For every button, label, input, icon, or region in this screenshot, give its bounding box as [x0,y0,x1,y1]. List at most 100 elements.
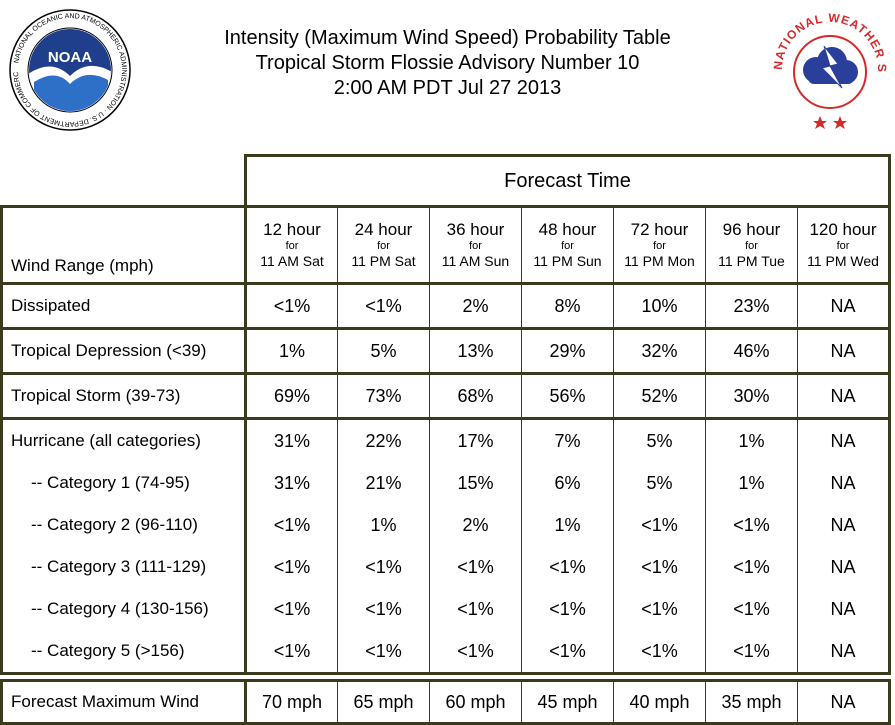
table-cell: <1% [613,504,706,546]
table-cell: <1% [521,546,614,588]
column-date: 11 PM Wed [807,253,879,269]
table-cell: 69% [245,372,338,420]
table-cell: NA [797,327,891,375]
row-label: -- Category 5 (>156) [0,630,247,675]
table-cell: 32% [613,327,706,375]
column-header: 120 hour for 11 PM Wed [797,205,891,284]
wind-range-header: Wind Range (mph) [0,205,247,285]
row-label: -- Category 2 (96-110) [0,504,247,546]
table-row: Tropical Depression (<39) 1% 5% 13% 29% 32% 46… [0,327,891,375]
table-cell: 5% [613,462,706,504]
table-cell: 68% [429,372,522,420]
title-line-2: Tropical Storm Flossie Advisory Number 1… [255,52,640,74]
table-cell: NA [797,546,891,588]
table-cell: <1% [337,630,430,675]
table-cell: 5% [337,327,430,375]
table-cell: 1% [521,504,614,546]
table-cell: <1% [613,630,706,675]
table-cell: NA [797,282,891,330]
table-cell: 1% [337,504,430,546]
column-header: 48 hour for 11 PM Sun [521,205,614,284]
row-label: -- Category 4 (130-156) [0,588,247,630]
table-cell: <1% [245,588,338,630]
column-for: for [745,240,758,252]
column-hour: 72 hour [630,220,689,239]
column-date: 11 PM Sun [533,253,602,269]
column-date: 11 AM Sun [441,253,510,269]
title-line-1: Intensity (Maximum Wind Speed) Probabili… [224,27,671,49]
table-row: -- Category 4 (130-156) <1% <1% <1% <1% <1% <1… [0,588,891,630]
table-cell: <1% [521,630,614,675]
table-cell: <1% [337,588,430,630]
table-cell: <1% [429,546,522,588]
table-cell: 17% [429,417,522,462]
table-row: -- Category 5 (>156) <1% <1% <1% <1% <1% <1% NA [0,630,891,675]
column-hour: 36 hour [446,220,505,239]
table-row: Dissipated <1% <1% 2% 8% 10% 23% NA [0,282,891,330]
max-wind-cell: NA [797,679,891,725]
table-cell: <1% [337,282,430,330]
column-hour: 24 hour [354,220,413,239]
table-cell: 15% [429,462,522,504]
table-cell: 1% [705,417,798,462]
table-cell: <1% [705,504,798,546]
table-cell: 21% [337,462,430,504]
table-cell: <1% [429,630,522,675]
page-header: NATIONAL OCEANIC AND ATMOSPHERIC ADMINIS… [0,0,895,150]
table-cell: 52% [613,372,706,420]
table-row: Tropical Storm (39-73) 69% 73% 68% 56% 52% 30%… [0,372,891,420]
table-cell: 6% [521,462,614,504]
column-header: 36 hour for 11 AM Sun [429,205,522,284]
max-wind-cell: 45 mph [521,679,614,725]
nws-logo: NATIONAL WEATHER SERVICE [768,8,890,130]
noaa-logo-text: NOAA [48,49,92,66]
table-cell: 30% [705,372,798,420]
table-cell: <1% [245,546,338,588]
table-cell: <1% [705,630,798,675]
table-cell: 2% [429,504,522,546]
max-wind-cell: 35 mph [705,679,798,725]
table-cell: 22% [337,417,430,462]
table-cell: 31% [245,462,338,504]
table-cell: <1% [429,588,522,630]
table-row: Hurricane (all categories) 31% 22% 17% 7% 5% 1… [0,417,891,462]
column-hour: 48 hour [538,220,597,239]
table-cell: 1% [245,327,338,375]
max-wind-row: Forecast Maximum Wind 70 mph 65 mph 60 mph 4… [0,679,891,725]
table-cell: <1% [705,546,798,588]
table-cell: NA [797,372,891,420]
table-row: -- Category 3 (111-129) <1% <1% <1% <1% <1% <1… [0,546,891,588]
table-cell: <1% [613,546,706,588]
title-block: Intensity (Maximum Wind Speed) Probabili… [150,26,745,101]
table-cell: 46% [705,327,798,375]
table-cell: 56% [521,372,614,420]
column-for: for [836,240,850,252]
table-cell: NA [797,588,891,630]
table-cell: <1% [245,504,338,546]
max-wind-cell: 65 mph [337,679,430,725]
row-label: -- Category 1 (74-95) [0,462,247,504]
max-wind-label: Forecast Maximum Wind [0,679,247,725]
max-wind-cell: 40 mph [613,679,706,725]
column-for: for [469,240,482,252]
column-date: 11 AM Sat [260,253,324,269]
column-hour: 120 hour [809,220,877,239]
table-cell: NA [797,417,891,462]
table-cell: 8% [521,282,614,330]
table-cell: NA [797,462,891,504]
probability-table: Forecast Time Wind Range (mph) 12 hour for… [0,154,895,725]
column-for: for [377,240,390,252]
column-header: 72 hour for 11 PM Mon [613,205,706,284]
table-cell: 29% [521,327,614,375]
table-cell: NA [797,630,891,675]
table-cell: 13% [429,327,522,375]
table-cell: <1% [613,588,706,630]
table-cell: 73% [337,372,430,420]
column-date: 11 PM Mon [624,253,695,269]
lightning-icon [821,45,843,89]
column-hour: 96 hour [722,220,781,239]
column-header: 24 hour for 11 PM Sat [337,205,430,284]
title-line-3: 2:00 AM PDT Jul 27 2013 [333,77,562,99]
column-date: 11 PM Sat [351,253,416,269]
row-label: Dissipated [0,282,247,330]
